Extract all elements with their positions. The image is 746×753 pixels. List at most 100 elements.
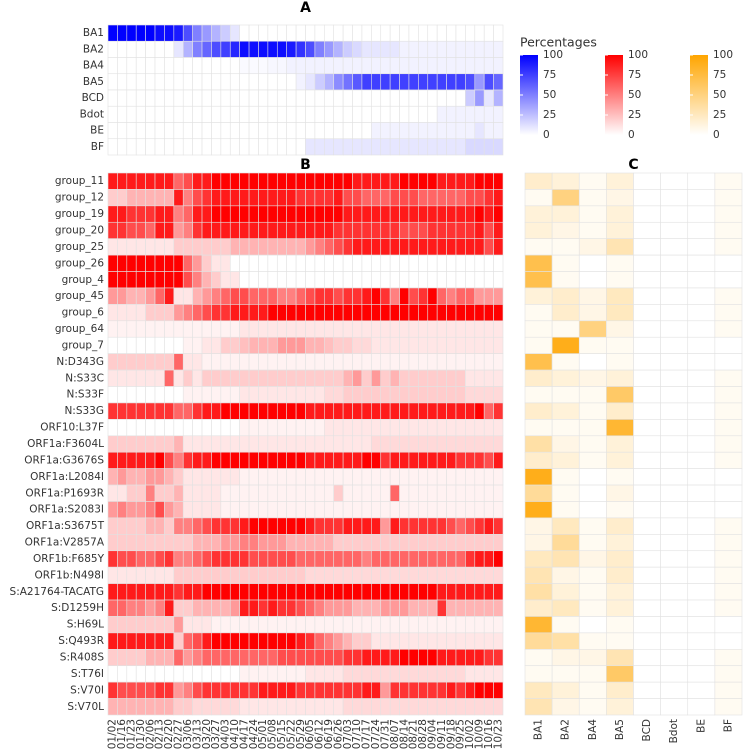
heat-cell (135, 57, 146, 75)
heat-cell (295, 353, 306, 371)
heat-cell (660, 402, 689, 420)
heat-cell (436, 501, 447, 519)
heat-cell (446, 336, 457, 354)
heat-cell (633, 304, 661, 322)
heat-cell (258, 698, 269, 716)
heat-cell (399, 501, 410, 519)
heat-cell (126, 24, 137, 42)
heat-cell (483, 402, 494, 420)
heat-cell (154, 172, 165, 190)
heat-cell (465, 402, 476, 420)
heat-cell (135, 221, 146, 239)
heat-cell (295, 205, 306, 223)
heat-cell (399, 419, 410, 437)
heat-cell (135, 517, 146, 535)
x-tick-label: BF (722, 719, 734, 732)
heat-cell (145, 402, 156, 420)
heat-cell (446, 105, 457, 123)
heat-cell (342, 73, 353, 91)
heat-cell (267, 73, 278, 91)
heat-cell (418, 353, 429, 371)
heat-cell (408, 336, 419, 354)
heat-cell (361, 632, 372, 650)
heat-cell (211, 451, 222, 469)
heat-cell (182, 386, 193, 404)
heat-cell (276, 122, 287, 140)
heat-cell (211, 189, 222, 207)
heat-cell (286, 501, 297, 519)
heat-cell (229, 649, 240, 667)
heat-cell (117, 189, 128, 207)
heat-cell (295, 419, 306, 437)
x-tick-label: BE (695, 719, 707, 733)
heat-cell (524, 665, 553, 683)
heat-cell (314, 105, 325, 123)
heat-cell (465, 304, 476, 322)
heat-cell (342, 435, 353, 453)
heat-cell (276, 632, 287, 650)
heat-cell (107, 138, 118, 156)
heat-cell (192, 105, 203, 123)
heat-cell (220, 632, 231, 650)
heat-cell (524, 221, 553, 239)
heat-cell (154, 550, 165, 568)
heat-cell (276, 238, 287, 256)
heat-cell (436, 468, 447, 486)
heat-cell (305, 40, 316, 58)
heat-cell (333, 665, 344, 683)
heat-cell (267, 336, 278, 354)
heat-cell (714, 468, 743, 486)
heat-cell (276, 89, 287, 107)
heat-cell (483, 484, 494, 502)
heat-cell (352, 599, 363, 617)
heat-cell (201, 287, 212, 305)
heat-cell (201, 649, 212, 667)
heat-cell (295, 566, 306, 584)
heat-cell (192, 534, 203, 552)
heat-cell (324, 73, 335, 91)
heat-cell (633, 468, 661, 486)
x-tick-label: 04/24 (248, 719, 260, 750)
x-tick-label: 01/02 (107, 719, 119, 749)
heat-cell (154, 665, 165, 683)
heat-cell (145, 419, 156, 437)
heat-cell (182, 105, 193, 123)
heat-cell (107, 287, 118, 305)
heat-cell (211, 665, 222, 683)
heat-cell (182, 320, 193, 338)
heat-cell (660, 189, 689, 207)
heat-cell (314, 386, 325, 404)
heat-cell (399, 599, 410, 617)
heat-cell (314, 369, 325, 387)
heat-cell (524, 583, 553, 601)
heat-cell (305, 681, 316, 699)
heat-cell (633, 616, 661, 634)
heat-cell (333, 221, 344, 239)
heat-cell (371, 386, 382, 404)
heat-cell (135, 583, 146, 601)
heat-cell (248, 599, 259, 617)
heat-cell (493, 616, 504, 634)
heat-cell (714, 336, 743, 354)
heat-cell (154, 122, 165, 140)
heat-cell (483, 583, 494, 601)
heat-cell (399, 369, 410, 387)
heat-cell (117, 40, 128, 58)
heat-cell (258, 616, 269, 634)
heat-cell (107, 238, 118, 256)
heat-cell (493, 435, 504, 453)
x-tick-label: BCD (641, 719, 653, 741)
heat-cell (380, 599, 391, 617)
heat-cell (164, 304, 175, 322)
heat-cell (248, 238, 259, 256)
heat-cell (211, 484, 222, 502)
heat-cell (399, 336, 410, 354)
heat-cell (201, 138, 212, 156)
heat-cell (687, 189, 716, 207)
heat-cell (154, 583, 165, 601)
heat-cell (371, 304, 382, 322)
heat-cell (714, 665, 743, 683)
heat-cell (220, 287, 231, 305)
heat-cell (173, 138, 184, 156)
heat-cell (248, 24, 259, 42)
